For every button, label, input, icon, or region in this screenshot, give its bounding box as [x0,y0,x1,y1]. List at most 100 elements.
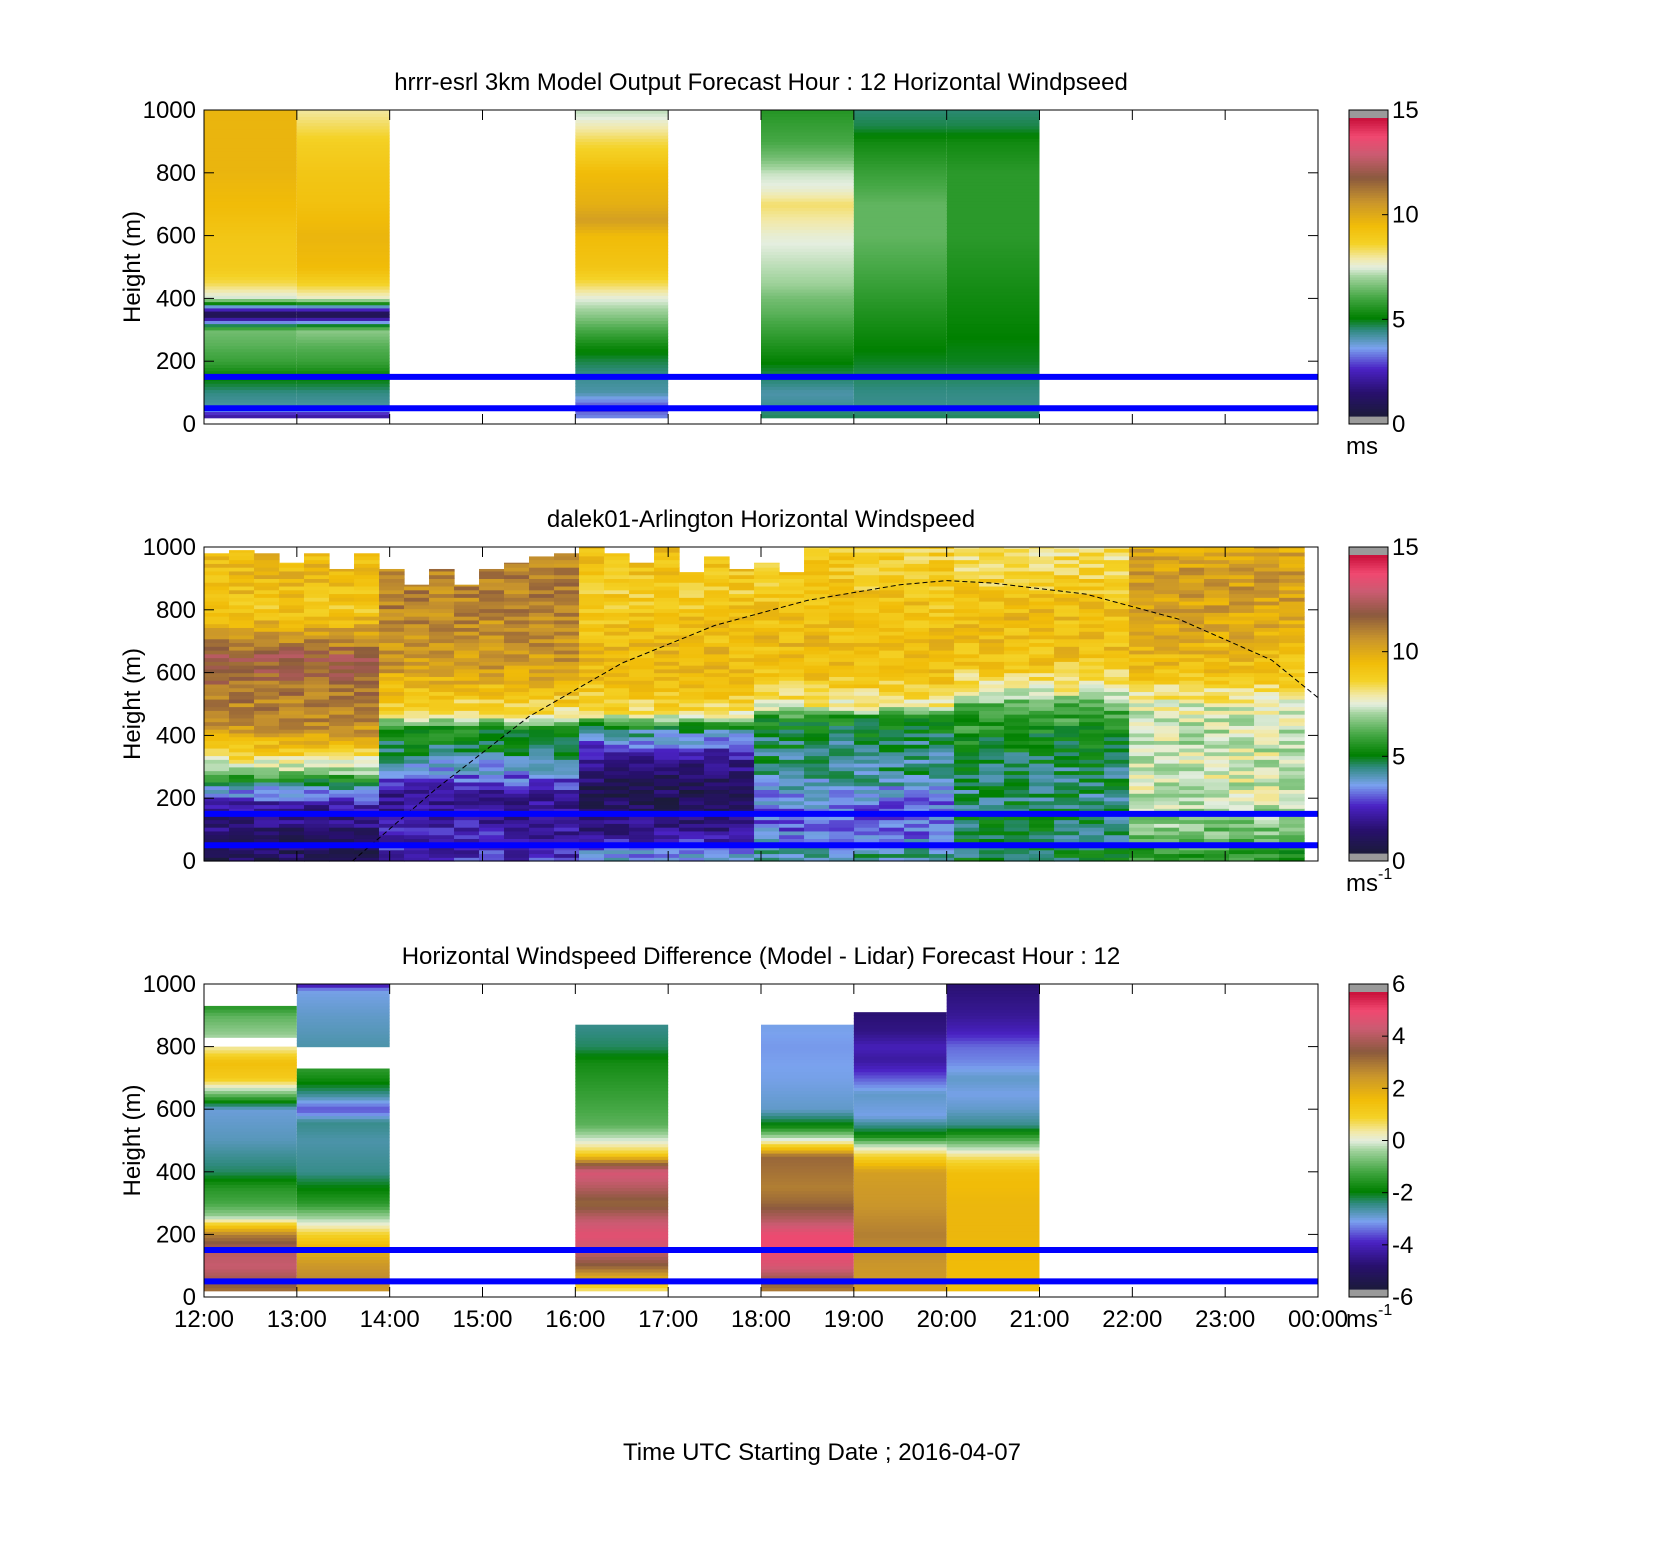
heatmap-cell [679,766,705,772]
heatmap-cell [1004,646,1030,651]
heatmap-cell [954,725,980,730]
heatmap-cell [629,774,655,779]
heatmap-cell [329,770,355,775]
heatmap-cell [454,604,480,610]
heatmap-cell [454,584,480,587]
heatmap-cell [804,827,830,832]
heatmap-cell [829,623,855,628]
heatmap-cell [629,616,655,621]
heatmap-cell [1254,800,1280,806]
colorbar-swatch [1349,177,1388,181]
heatmap-cell [329,604,355,610]
heatmap-cell [879,714,905,719]
heatmap-cell [575,267,669,271]
heatmap-cell [204,1090,297,1095]
heatmap-cell [604,608,630,613]
heatmap-cell [296,1228,390,1232]
heatmap-cell [761,1262,854,1267]
heatmap-cell [754,593,780,598]
heatmap-cell [1054,800,1080,806]
heatmap-cell [1179,585,1205,591]
heatmap-cell [304,823,330,828]
colorbar-tick-label: 0 [1392,411,1405,438]
heatmap-cell [1054,766,1080,772]
heatmap-cell [654,834,680,839]
heatmap-cell [1054,695,1080,700]
heatmap-cell [296,116,390,121]
heatmap-cell [1079,778,1105,783]
heatmap-cell [575,188,669,193]
heatmap-cell [1279,857,1305,862]
heatmap-cell [1104,808,1130,813]
heatmap-cell [1104,838,1130,843]
heatmap-cell [779,680,805,685]
heatmap-cell [575,1137,669,1142]
heatmap-cell [1029,717,1055,723]
heatmap-cell [853,1184,947,1189]
heatmap-cell [754,721,780,726]
heatmap-cell [579,823,605,828]
heatmap-cell [579,808,605,813]
heatmap-cell [1154,721,1180,726]
heatmap-cell [296,1221,390,1226]
heatmap-cell [679,572,705,576]
heatmap-cell [853,226,947,230]
heatmap-cell [1129,638,1155,644]
heatmap-cell [1129,672,1155,677]
heatmap-cell [1054,631,1080,636]
heatmap-cell [204,358,297,362]
heatmap-cell [761,1218,854,1223]
heatmap-cell [946,370,1040,375]
heatmap-cell [1179,548,1205,553]
heatmap-cell [304,710,330,715]
heatmap-cell [654,819,680,824]
heatmap-cell [729,698,755,704]
heatmap-cell [754,759,780,764]
heatmap-cell [379,672,405,677]
heatmap-cell [779,827,805,832]
heatmap-cell [204,1071,297,1076]
heatmap-cell [354,578,380,583]
heatmap-cell [1229,744,1255,749]
heatmap-cell [804,710,830,715]
heatmap-cell [979,781,1005,787]
heatmap-cell [229,830,255,836]
heatmap-cell [1054,702,1080,708]
heatmap-cell [429,751,455,757]
heatmap-cell [254,672,280,677]
heatmap-cell [1054,849,1080,855]
heatmap-cell [304,744,330,749]
heatmap-cell [1104,702,1130,708]
heatmap-cell [954,676,980,681]
heatmap-cell [761,238,854,243]
heatmap-cell [1279,827,1305,832]
heatmap-cell [204,559,230,564]
heatmap-cell [1229,706,1255,711]
heatmap-cell [554,691,580,696]
heatmap-cell [454,789,480,794]
heatmap-cell [1104,774,1130,779]
heatmap-cell [1279,646,1305,651]
heatmap-cell [204,1112,297,1117]
heatmap-cell [529,785,555,791]
heatmap-cell [204,755,230,760]
heatmap-cell [879,796,905,802]
heatmap-cell [1204,755,1230,760]
colorbar-swatch [1349,376,1388,380]
heatmap-cell [954,582,980,587]
heatmap-cell [229,725,255,730]
heatmap-cell [853,1212,947,1217]
heatmap-cell [575,1084,669,1088]
heatmap-cell [1029,668,1055,674]
heatmap-cell [575,361,669,365]
heatmap-cell [779,616,805,621]
heatmap-cell [829,830,855,836]
heatmap-cell [679,589,705,595]
heatmap-cell [604,631,630,636]
heatmap-cell [575,364,669,369]
heatmap-cell [1004,665,1030,670]
heatmap-cell [954,623,980,628]
colorbar-swatch [1349,617,1388,621]
colorbar-swatch [1349,411,1388,415]
heatmap-cell [354,612,380,617]
